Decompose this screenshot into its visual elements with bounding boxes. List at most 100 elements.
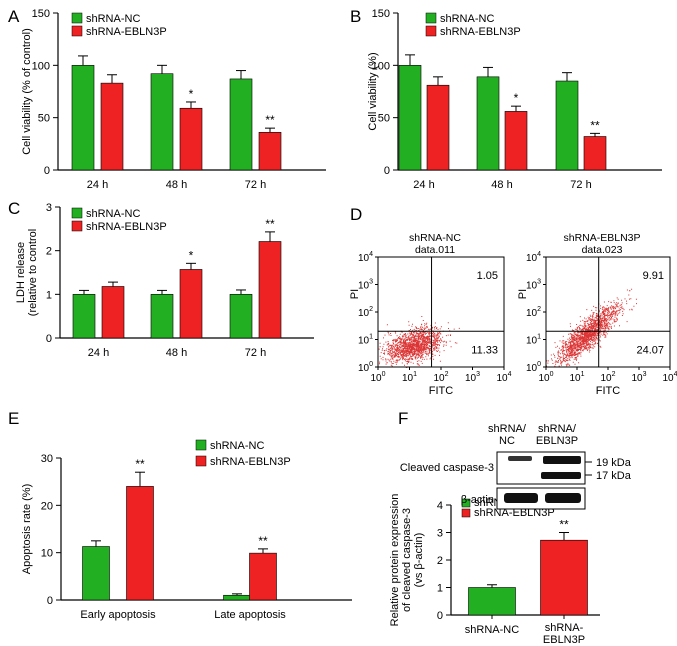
y-tick-label: 0 [384,165,390,177]
marker-label: 17 kDa [596,470,632,482]
legend-swatch [71,12,83,24]
quadrant-ur-value: 1.05 [477,270,498,282]
bar [126,486,154,601]
legend-label: shRNA-EBLN3P [86,26,167,38]
x-tick-label: 72 h [570,179,591,191]
x-tick-label: 72 h [245,179,266,191]
x-tick-label: 103 [631,371,646,384]
plot-subtitle: data.011 [415,244,455,256]
bar [71,65,95,171]
legend-label: shRNA-NC [86,13,140,25]
bar [100,82,124,171]
y-tick-label: 102 [358,306,373,319]
bar [179,269,203,339]
legend-label: shRNA-NC [86,208,140,220]
x-tick-label: 48 h [491,179,512,191]
bar [426,84,450,171]
y-tick-label: 20 [41,500,53,512]
panel-label-c: C [8,199,20,218]
bar [72,294,96,339]
y-tick-label: 50 [378,113,390,125]
significance-mark: ** [258,534,268,548]
y-axis-label: Cell viability (% of control) [21,28,33,155]
plot-subtitle: data.023 [582,244,623,256]
chart-c: 0 1 2 3 LDH release (relative to control 24 h *… [15,202,314,359]
lane-label: EBLN3P [536,435,578,447]
bar [583,136,607,171]
x-tick-exponent: 3 [476,371,480,378]
y-axis-label: PI [517,289,529,299]
legend-label: shRNA-EBLN3P [86,221,167,233]
y-tick-label: 4 [437,500,443,512]
y-tick-label: 2 [46,246,52,258]
x-tick-exponent: 3 [643,371,647,378]
x-axis-label: FITC [596,385,620,397]
y-tick-label: 101 [358,334,373,347]
marker-label: 19 kDa [596,457,632,469]
legend-swatch [461,498,471,508]
bar [398,65,422,171]
y-tick-label: 3 [437,528,443,540]
bar [258,241,282,339]
y-tick-label: 10 [41,548,53,560]
chart-a: 0 50 100 150 Cell viability (% of control) 24… [21,8,326,191]
y-tick-label: 150 [32,8,50,20]
plot-title: shRNA-NC [409,232,461,244]
x-tick-label: 24 h [413,179,434,191]
chart-e: 0 10 20 30 Apoptosis rate (%) ** Early apoptos… [21,439,352,621]
y-axis-label: Apoptosis rate (%) [21,484,33,574]
x-tick-label: 102 [433,371,448,384]
lane-label: shRNA/ [538,423,577,435]
y-axis-label: LDH release [15,242,27,303]
y-tick-label: 3 [46,202,52,214]
y-tick-label: 0 [44,165,50,177]
significance-mark: ** [559,518,569,532]
bar [229,294,253,339]
y-tick-exponent: 0 [369,361,373,368]
y-tick-exponent: 3 [369,279,373,286]
legend-label: shRNA-EBLN3P [474,507,555,519]
legend-swatch [71,207,83,219]
panel-label-b: B [350,7,361,26]
significance-mark: * [189,87,194,101]
x-tick-label: 48 h [166,179,187,191]
y-axis-label: Relative protein expression [389,494,401,627]
y-tick-label: 104 [358,251,373,264]
legend-label: shRNA-EBLN3P [440,26,521,38]
x-tick-label: 72 h [245,347,266,359]
bar [504,111,528,171]
x-tick-label: 103 [465,371,480,384]
plot-title: shRNA-EBLN3P [563,232,640,244]
x-tick-label: shRNA-NC [465,624,519,636]
bar [540,539,588,616]
quadrant-ur-value: 9.91 [643,270,664,282]
bar [468,587,516,616]
y-tick-label: 0 [46,333,52,345]
significance-mark: ** [590,118,600,132]
panel-label-a: A [8,7,20,26]
bar [179,107,203,171]
legend-label: shRNA-NC [440,13,494,25]
y-tick-exponent: 0 [537,361,541,368]
bar [555,80,579,171]
bar [476,76,500,171]
x-tick-label: 24 h [87,179,108,191]
y-tick-label: 150 [372,8,390,20]
band [508,456,532,461]
legend-swatch [71,220,83,232]
y-tick-label: 104 [526,251,541,264]
x-tick-label: 48 h [166,347,187,359]
x-tick-label: 102 [600,371,615,384]
legend-swatch [71,25,83,37]
quadrant-lr-value: 11.33 [471,344,498,356]
y-axis-label: of cleaved caspase-3 [401,508,413,612]
significance-mark: ** [265,113,275,127]
bar [223,594,251,601]
x-tick-exponent: 2 [612,371,616,378]
lane-label: shRNA/ [488,423,527,435]
x-tick-exponent: 2 [445,371,449,378]
y-tick-label: 100 [32,60,50,72]
chart-b: 0 50 100 150 Cell viability (%) 24 h * 48 h ** 72… [367,8,662,191]
x-tick-label: EBLN3P [543,634,585,646]
